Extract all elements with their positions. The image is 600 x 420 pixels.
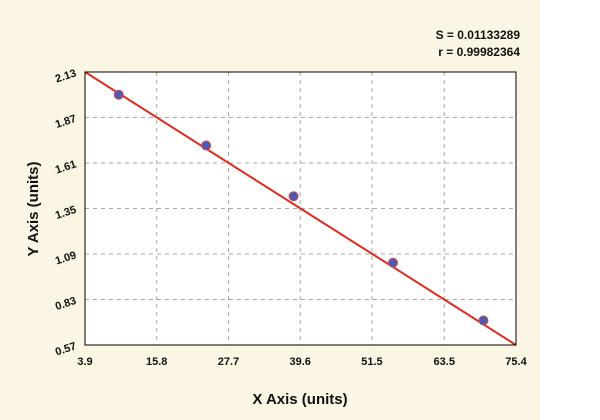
- fit-layer: [84, 71, 517, 346]
- plot-border: [84, 71, 517, 346]
- x-tick-label: 75.4: [505, 356, 527, 368]
- x-axis-ticks: 3.9 15.8 27.7 39.6 51.5 63.5 75.4: [77, 356, 527, 368]
- data-point: [288, 191, 299, 202]
- y-axis-title: Y Axis (units): [25, 161, 42, 256]
- data-point: [388, 257, 399, 268]
- data-point: [113, 89, 124, 100]
- s-value-annotation: S = 0.01133289: [436, 28, 521, 42]
- data-point: [201, 140, 212, 151]
- x-tick-label: 15.8: [146, 356, 167, 368]
- x-tick-label: 27.7: [218, 356, 239, 368]
- x-tick-label: 3.9: [77, 356, 92, 368]
- points-layer: [113, 89, 489, 326]
- x-tick-label: 63.5: [434, 356, 455, 368]
- x-axis-title: X Axis (units): [252, 391, 347, 408]
- data-point: [478, 315, 489, 326]
- x-tick-label: 51.5: [361, 356, 382, 368]
- fit-line: [84, 71, 517, 346]
- x-tick-label: 39.6: [289, 356, 310, 368]
- r-value-annotation: r = 0.99982364: [438, 45, 520, 59]
